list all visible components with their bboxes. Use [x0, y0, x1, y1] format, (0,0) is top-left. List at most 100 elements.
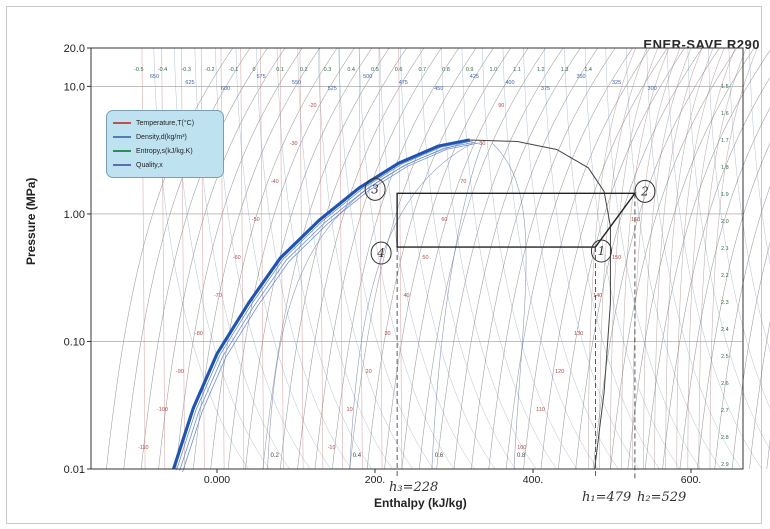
- entropy-line: [436, 47, 564, 470]
- density-label: 575: [257, 74, 266, 80]
- temperature-label: 150: [612, 255, 621, 261]
- entropy-label: 0.6: [395, 67, 403, 73]
- entropy-label: 1.2: [537, 67, 545, 73]
- axes-box: [90, 47, 744, 470]
- entropy-label: -0.1: [229, 67, 238, 73]
- temperature-label: 130: [574, 331, 583, 337]
- saturated-vapor-line: [469, 139, 611, 470]
- temperature-label: 70: [460, 179, 466, 185]
- density-line: [441, 47, 537, 470]
- legend-label: Density,d(kg/m³): [136, 133, 187, 141]
- vapor-isotherm: [709, 47, 758, 470]
- temperature-label: -100: [157, 407, 168, 413]
- vapor-isotherm: [632, 47, 681, 470]
- density-label: 600: [221, 86, 230, 92]
- quality-line: [349, 142, 474, 470]
- cycle-point-circle: [590, 239, 612, 263]
- cycle-path: [396, 192, 637, 248]
- entropy-label: 2.5: [721, 354, 729, 360]
- cycle-point-label: 1: [598, 244, 606, 258]
- vapor-isotherm: [643, 47, 692, 470]
- legend-swatch: [113, 164, 131, 166]
- legend-swatch: [113, 136, 131, 138]
- quality-label: 0.6: [435, 453, 444, 459]
- entropy-line: [523, 47, 651, 470]
- temperature-label: 60: [441, 217, 447, 223]
- density-line: [523, 47, 619, 470]
- entropy-line: [540, 47, 668, 470]
- density-label: 550: [292, 80, 301, 86]
- axes-layer: 20.010.01.000.100.010.000 200. 400. 600.: [64, 43, 744, 486]
- saturated-liquid-line: [182, 142, 479, 473]
- entropy-label: 0.8: [442, 67, 450, 73]
- legend-swatch: [113, 150, 131, 152]
- entropy-label: 2.7: [721, 408, 729, 414]
- density-label: 475: [399, 80, 408, 86]
- entropy-label: 1.9: [721, 192, 729, 198]
- legend-item: Density,d(kg/m³): [113, 130, 217, 144]
- entropy-label: -0.4: [158, 67, 167, 73]
- density-line: [256, 47, 352, 470]
- entropy-line: [505, 47, 633, 470]
- density-label: 375: [541, 86, 550, 92]
- entropy-label: 0.1: [276, 67, 284, 73]
- entropy-label: 2.2: [721, 273, 729, 279]
- density-line: [317, 47, 414, 470]
- density-line: [708, 47, 770, 409]
- entropy-label: 0.7: [418, 67, 426, 73]
- temperature-line: [339, 47, 343, 470]
- density-label: 400: [505, 80, 514, 86]
- entropy-line: [175, 47, 303, 470]
- entropy-label: 2.9: [721, 462, 729, 468]
- entropy-label: -0.2: [205, 67, 214, 73]
- entropy-label: -0.5: [134, 67, 143, 73]
- density-line: [276, 47, 373, 470]
- temperature-label: 100: [517, 445, 526, 451]
- entropy-label: 1.8: [721, 165, 729, 171]
- temperature-label: -90: [176, 369, 184, 375]
- density-line: [667, 47, 763, 470]
- entropy-line: [227, 47, 355, 470]
- density-label: 425: [470, 74, 479, 80]
- temperature-line: [240, 47, 245, 470]
- entropy-label: 2.8: [721, 435, 729, 441]
- y-tick-label: 10.0: [64, 81, 85, 93]
- density-line: [420, 47, 516, 470]
- temperature-label: -20: [309, 103, 317, 109]
- entropy-line: [679, 107, 770, 470]
- vapor-isotherm: [610, 47, 659, 470]
- vapor-isotherm: [665, 47, 714, 470]
- legend-swatch: [113, 122, 131, 124]
- density-line: [543, 47, 640, 470]
- temperature-label: -110: [138, 445, 149, 451]
- density-line: [625, 47, 722, 470]
- density-line: [338, 47, 434, 470]
- entropy-line: [558, 47, 685, 470]
- density-line: [502, 47, 598, 470]
- cycle-layer: 1 2 3 4: [364, 177, 656, 479]
- quality-label: 0.4: [353, 453, 362, 459]
- entropy-line: [245, 47, 373, 470]
- cycle-point-circle: [364, 177, 386, 201]
- temperature-line: [358, 47, 363, 470]
- temperature-label: 50: [422, 255, 428, 261]
- entropy-label: 2.6: [721, 381, 729, 387]
- cycle-point-label: 2: [640, 184, 649, 198]
- legend-label: Quality,x: [136, 161, 163, 169]
- temperature-label: 20: [366, 369, 372, 375]
- cycle-point-label: 3: [371, 182, 379, 196]
- entropy-label: 1.4: [584, 67, 592, 73]
- temperature-label: 110: [536, 407, 545, 413]
- entropy-label: 2.0: [721, 219, 729, 225]
- density-line: [358, 47, 455, 470]
- temperature-line: [398, 47, 403, 470]
- entropy-label: 0.2: [300, 67, 308, 73]
- x-tick-label: 400.: [523, 474, 543, 486]
- density-line: [564, 47, 660, 470]
- vapor-isotherm: [676, 47, 725, 470]
- temperature-label: -70: [214, 293, 222, 299]
- y-tick-label: 0.01: [64, 464, 85, 476]
- density-line: [728, 47, 770, 352]
